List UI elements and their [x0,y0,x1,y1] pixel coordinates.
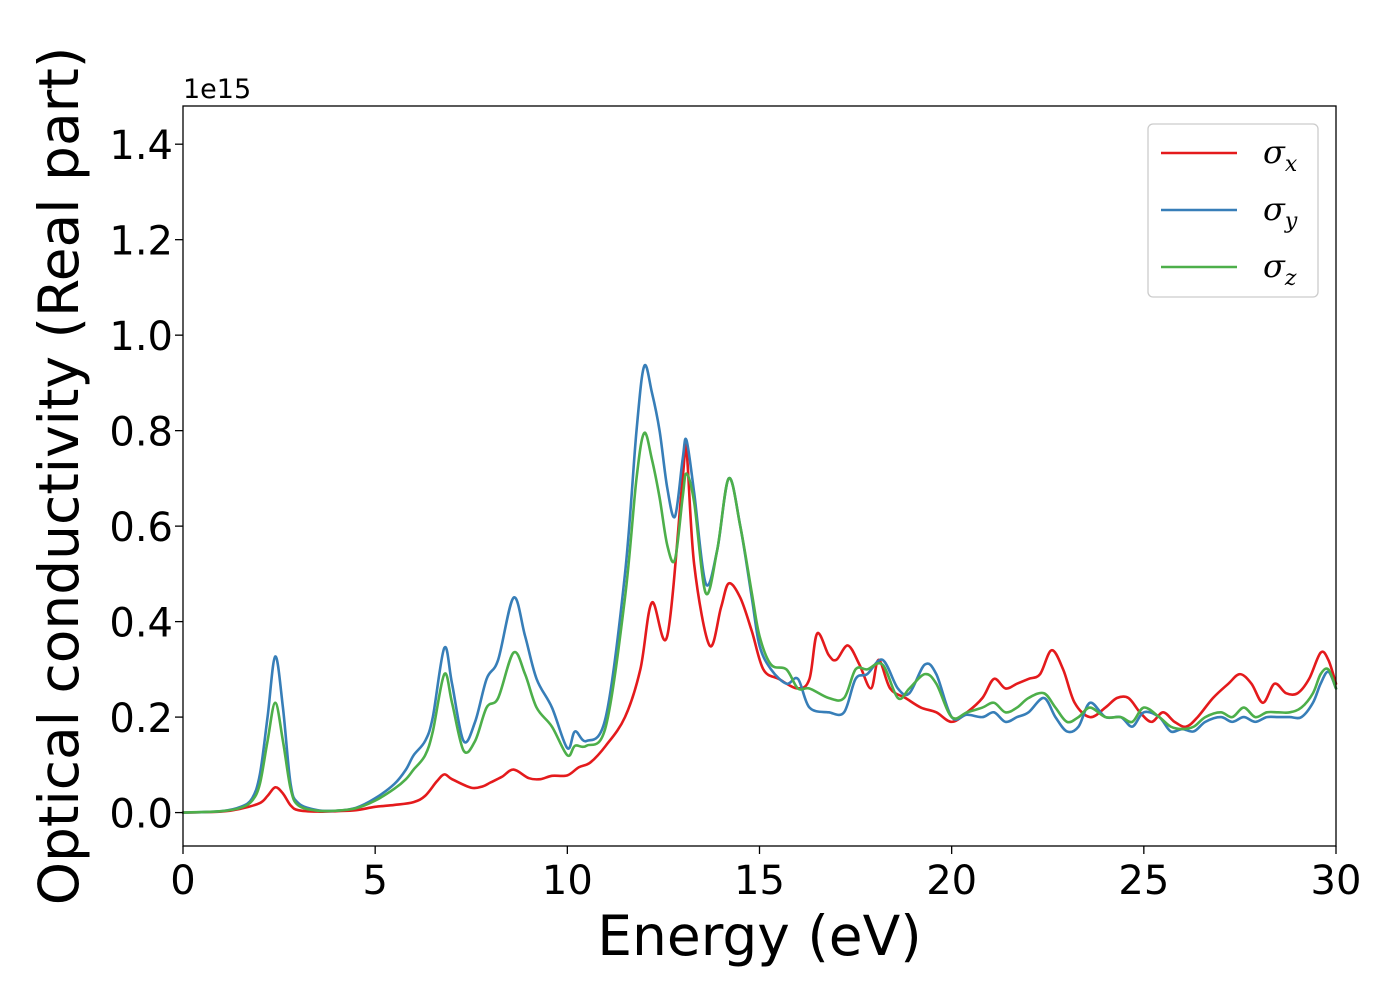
x-tick-label: 10 [542,858,593,904]
x-tick-label: 25 [1118,858,1169,904]
series-lines [181,363,1338,814]
series-line-y [181,363,1338,814]
legend-label-y: σy [1263,190,1298,234]
x-tick-label: 0 [170,858,195,904]
x-axis: 0 5 10 15 20 25 30 [170,846,1361,904]
y-offset-label: 1e15 [183,74,251,105]
y-tick-label: 1.2 [109,219,173,265]
y-tick-label: 1.4 [109,123,173,169]
x-tick-label: 5 [362,858,387,904]
y-axis-title: Optical conductivity (Real part) [27,47,91,906]
legend-label-x: σx [1263,133,1298,177]
series-line-x [181,442,1338,814]
x-axis-title: Energy (eV) [597,904,921,968]
y-tick-label: 0.2 [109,696,173,742]
y-tick-label: 0.0 [109,792,173,838]
y-tick-label: 1.0 [109,314,173,360]
y-tick-label: 0.6 [109,505,173,551]
series-line-z [181,431,1338,814]
x-tick-label: 20 [926,858,977,904]
x-tick-label: 30 [1311,858,1362,904]
y-tick-label: 0.8 [109,410,173,456]
y-tick-label: 0.4 [109,601,173,647]
y-axis: 0.0 0.2 0.4 0.6 0.8 1.0 1.2 1.4 [109,123,183,838]
x-tick-label: 15 [734,858,785,904]
